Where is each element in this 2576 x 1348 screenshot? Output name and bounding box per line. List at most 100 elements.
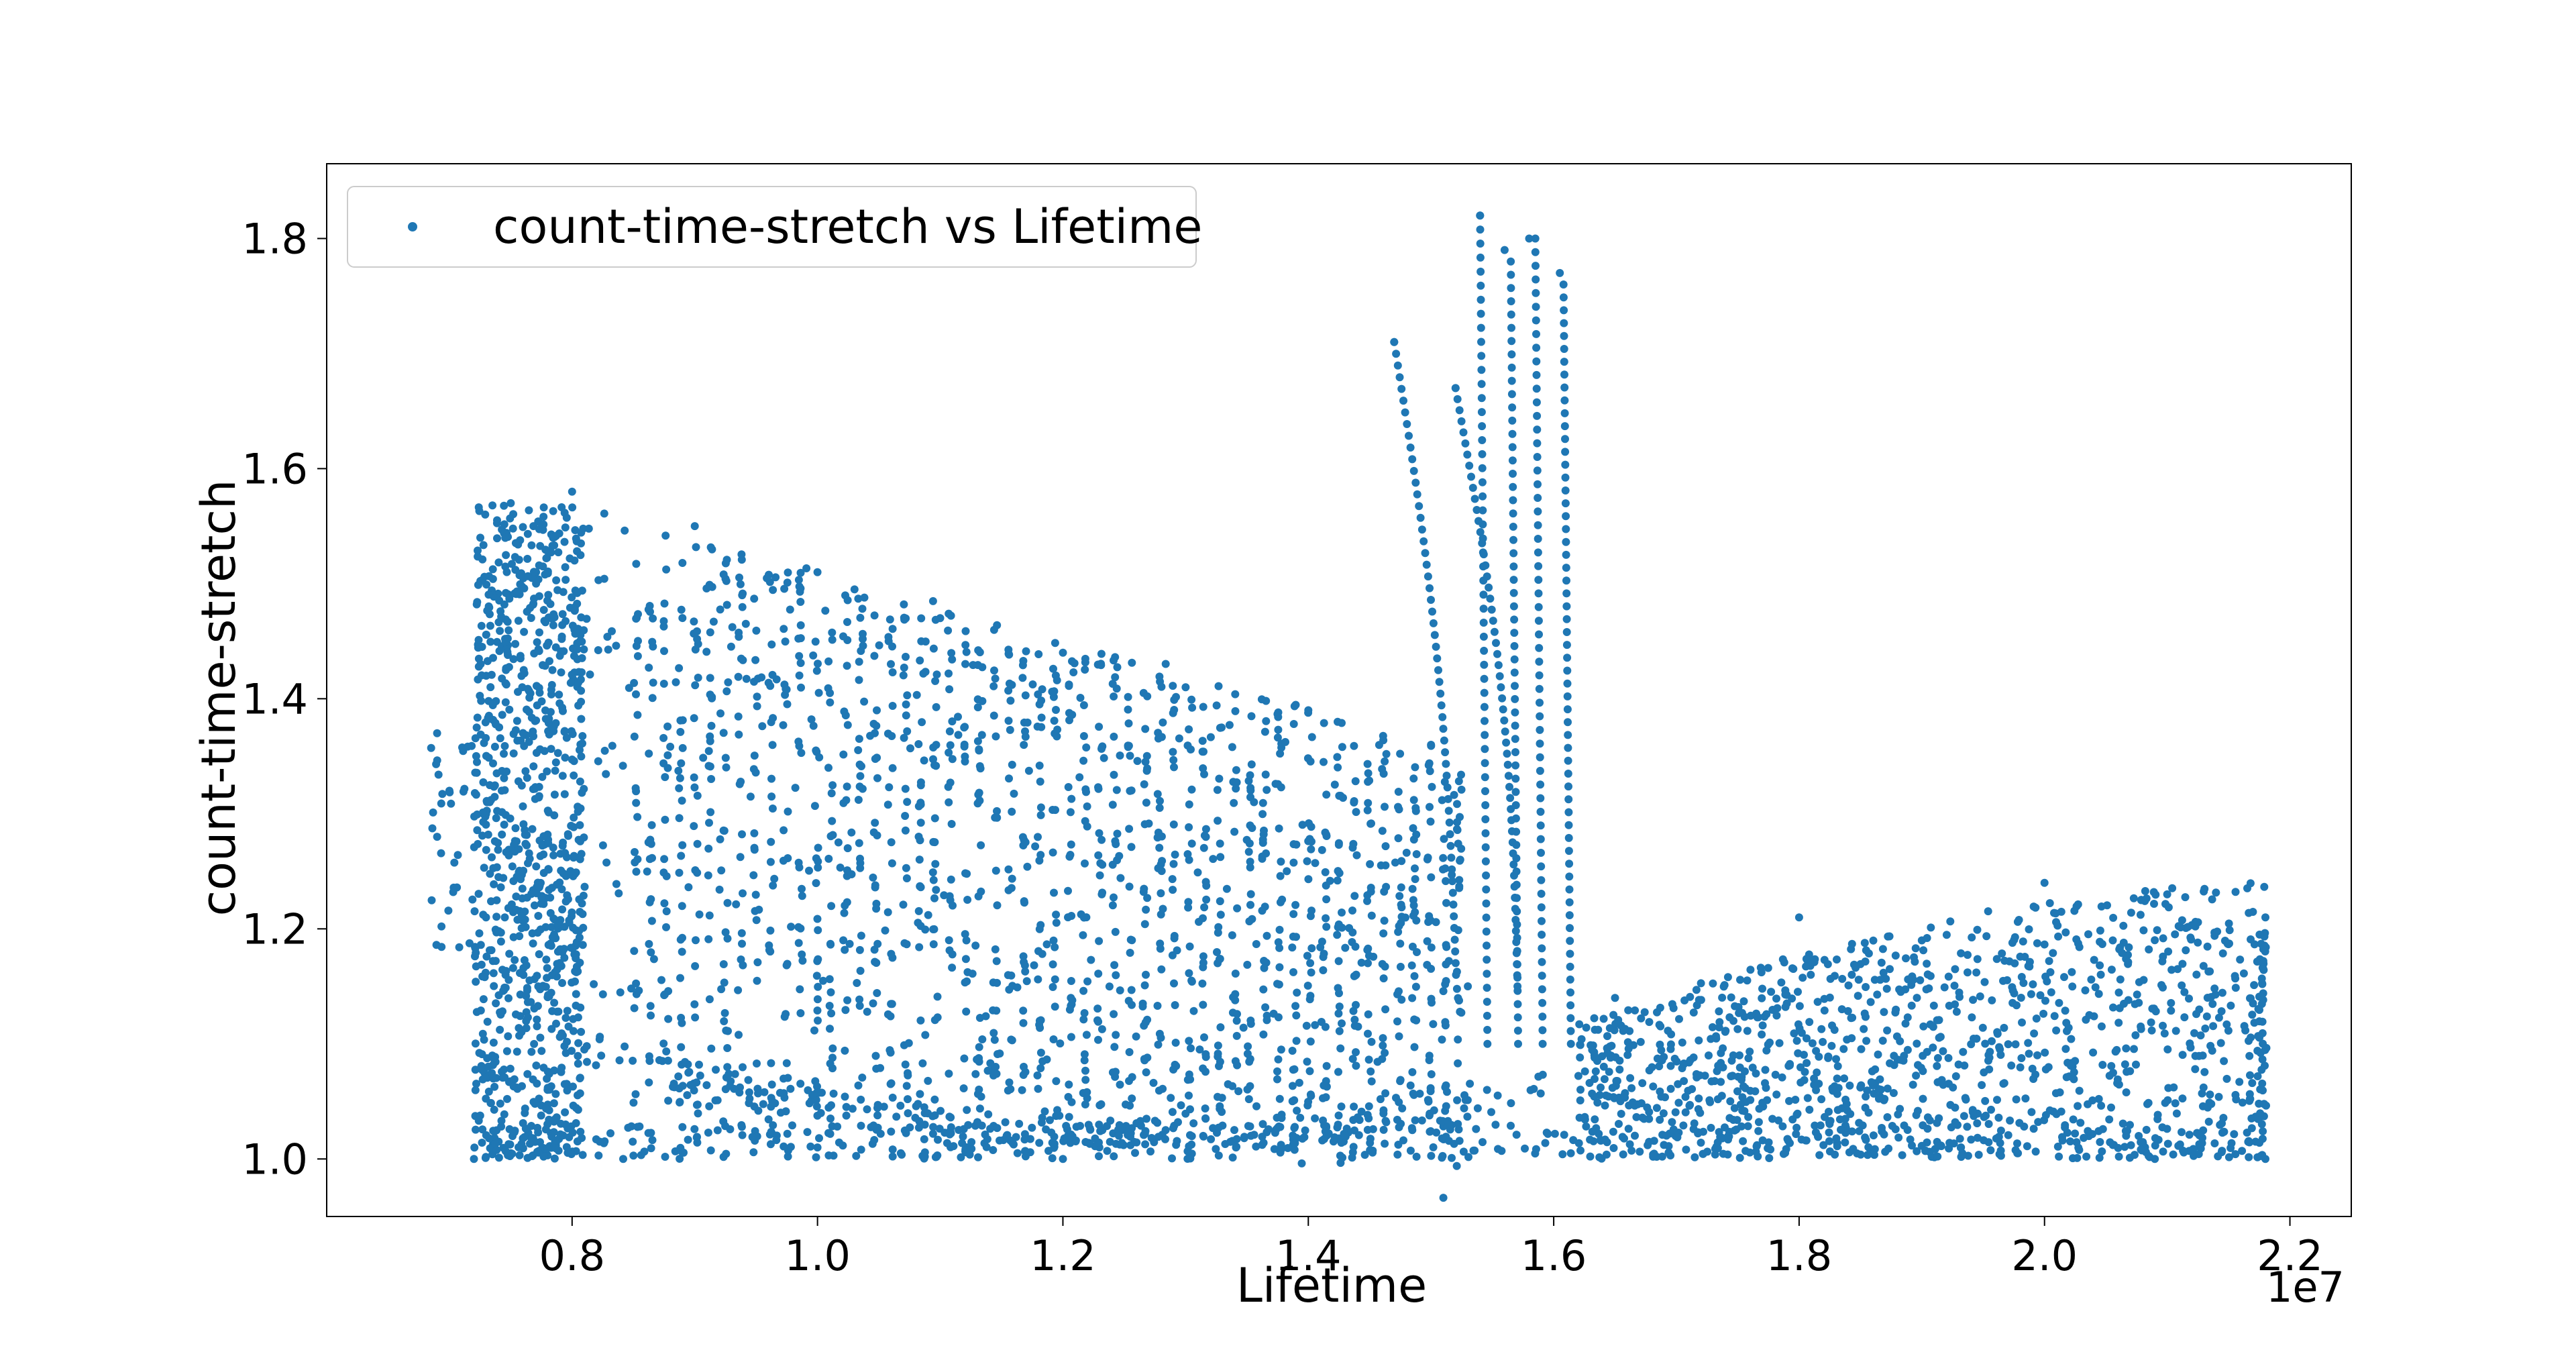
data-point (902, 711, 910, 720)
data-point (2171, 1099, 2180, 1108)
data-point (1333, 931, 1342, 939)
data-point (515, 932, 524, 941)
data-point (490, 982, 498, 990)
data-point (1564, 821, 1573, 829)
data-point (563, 853, 571, 862)
data-point (502, 568, 511, 576)
data-point (1794, 913, 1803, 922)
data-point (493, 807, 502, 815)
data-point (1507, 297, 1515, 305)
data-point (1053, 676, 1061, 684)
data-point (2190, 1029, 2198, 1037)
data-point (1795, 1002, 1804, 1010)
data-point (869, 999, 877, 1008)
data-point (1157, 965, 1166, 974)
data-point (2023, 1142, 2031, 1151)
data-point (720, 1008, 729, 1017)
data-point (753, 958, 762, 967)
data-point (1531, 248, 1540, 256)
data-point (1511, 927, 1520, 935)
data-point (724, 678, 733, 686)
data-point (2191, 1051, 2200, 1060)
data-point (675, 868, 684, 877)
data-point (453, 851, 462, 860)
data-point (1533, 466, 1542, 475)
data-point (745, 1099, 753, 1107)
data-point (1307, 1092, 1316, 1100)
data-point (1406, 444, 1415, 452)
data-point (947, 649, 956, 658)
data-point (1171, 1001, 1179, 1009)
data-point (797, 683, 805, 692)
data-point (1497, 683, 1505, 692)
data-point (1511, 916, 1520, 924)
data-point (876, 1064, 885, 1072)
data-point (1679, 1121, 1688, 1130)
data-point (2262, 1101, 2270, 1110)
data-point (528, 929, 537, 937)
data-point (902, 864, 910, 872)
data-point (1509, 849, 1517, 858)
data-point (2025, 925, 2033, 933)
data-point (824, 764, 833, 772)
data-point (533, 1123, 542, 1132)
data-point (2151, 890, 2160, 899)
data-point (1397, 883, 1405, 892)
data-point (1959, 1047, 1968, 1056)
data-point (548, 666, 557, 674)
data-point (1213, 948, 1221, 956)
data-point (632, 560, 641, 568)
data-point (1839, 1045, 1848, 1053)
data-point (1410, 972, 1419, 980)
data-point (1903, 1013, 1912, 1022)
data-point (808, 1090, 816, 1099)
data-point (2045, 1106, 2054, 1114)
data-point (2124, 957, 2133, 966)
data-point (1985, 1065, 1994, 1074)
data-point (1252, 1102, 1260, 1110)
data-point (568, 756, 576, 764)
data-point (1172, 1141, 1181, 1149)
data-point (780, 1074, 788, 1083)
data-point (826, 940, 835, 949)
data-point (1363, 891, 1372, 900)
data-point (1157, 889, 1165, 898)
data-point (1442, 977, 1450, 986)
data-point (1729, 1051, 1737, 1059)
data-point (1508, 838, 1517, 847)
data-point (2180, 1013, 2189, 1022)
data-point (1929, 1043, 1937, 1052)
data-point (1006, 725, 1014, 734)
data-point (1034, 650, 1043, 658)
data-point (2198, 1139, 2206, 1147)
data-point (929, 940, 938, 949)
data-point (2123, 1068, 2131, 1076)
data-point (578, 732, 587, 740)
data-point (1288, 943, 1297, 952)
data-point (539, 503, 548, 512)
data-point (482, 1094, 490, 1103)
data-point (546, 939, 555, 948)
data-point (570, 607, 579, 615)
data-point (594, 757, 602, 766)
data-point (1565, 885, 1574, 894)
data-point (929, 876, 938, 884)
data-point (803, 1128, 812, 1137)
data-point (1214, 1041, 1222, 1050)
data-point (508, 862, 517, 871)
data-point (2021, 1094, 2030, 1103)
data-point (1397, 384, 1406, 393)
data-point (1477, 352, 1486, 360)
data-point (1944, 972, 1953, 981)
data-point (2040, 878, 2049, 887)
data-point (1070, 659, 1079, 668)
data-point (863, 1105, 871, 1114)
data-point (1138, 1002, 1147, 1010)
data-point (540, 747, 549, 756)
data-point (547, 971, 556, 980)
data-point (1536, 794, 1545, 802)
data-point (1198, 979, 1207, 988)
data-point (1199, 952, 1208, 961)
data-point (1292, 933, 1300, 941)
data-point (1590, 1092, 1599, 1101)
